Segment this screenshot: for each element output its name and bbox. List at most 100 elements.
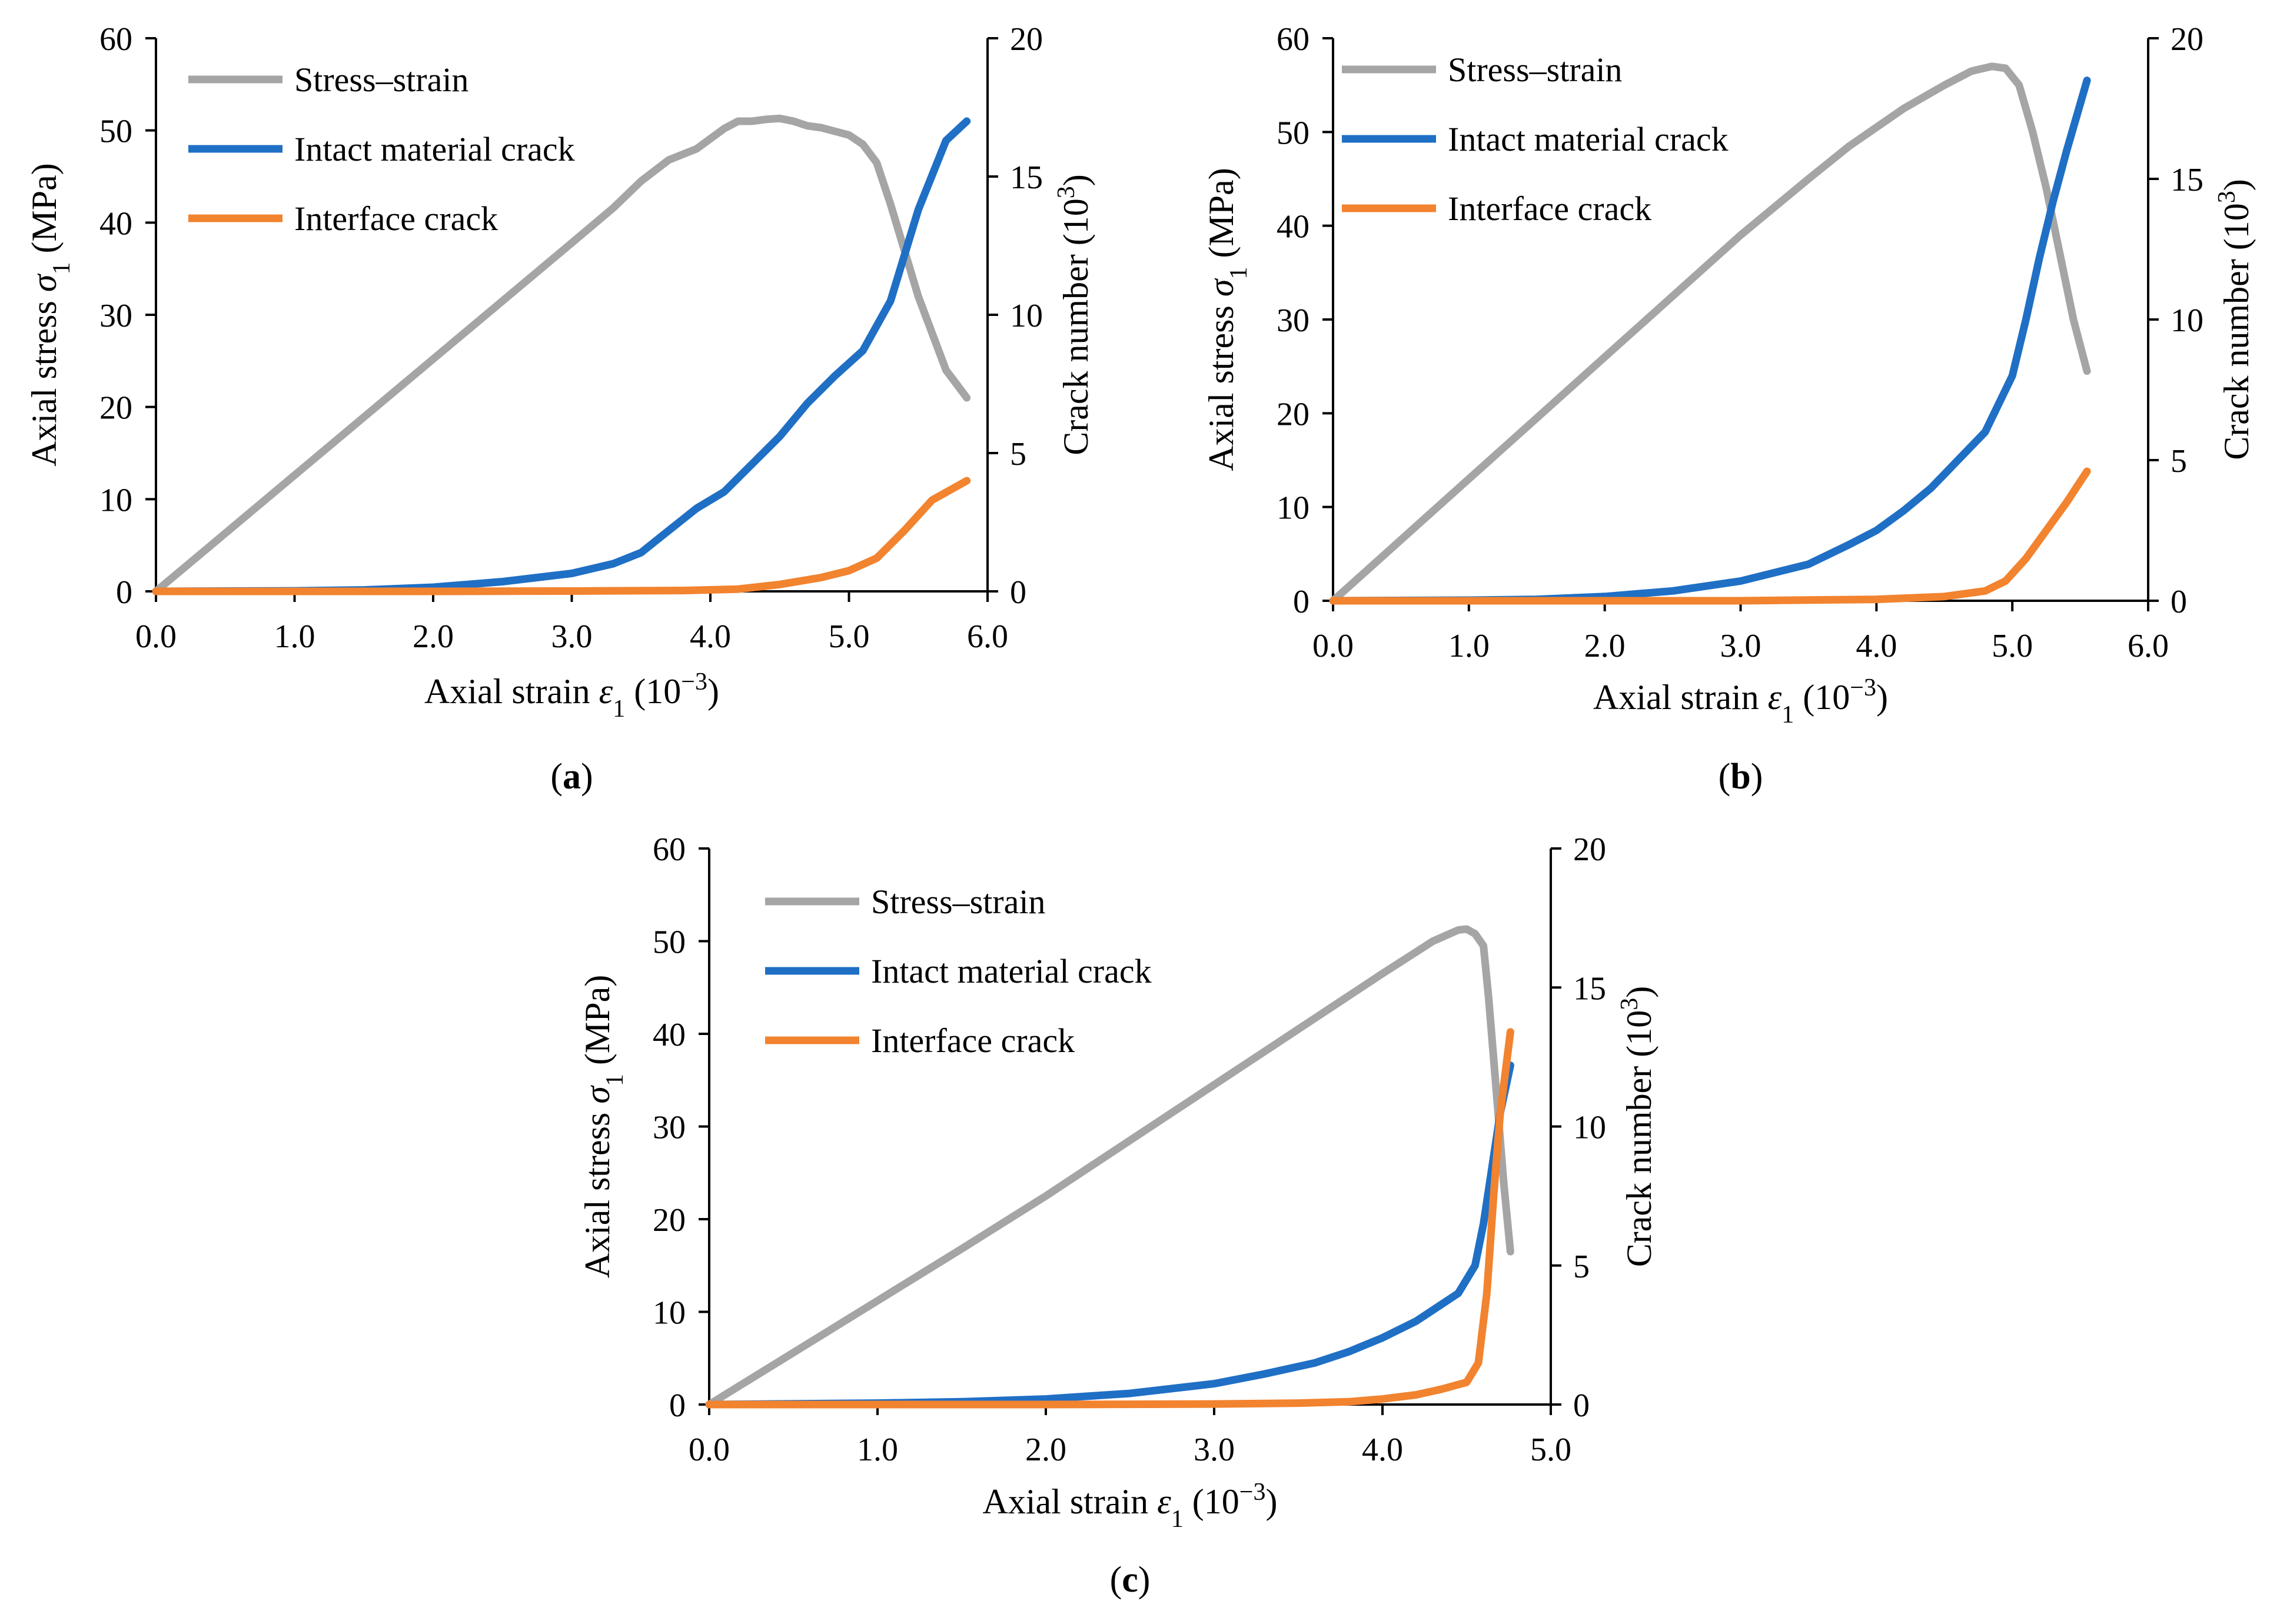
y-right-tick-label: 5 (1573, 1249, 1590, 1285)
y-left-axis-label-part: σ (578, 1085, 617, 1104)
y-left-axis-label-part: 1 (601, 1074, 629, 1086)
x-axis-label-part: (10 (1184, 1482, 1239, 1521)
y-left-tick-label: 50 (1277, 115, 1309, 151)
series-line-interface (1329, 467, 2091, 605)
series-line-stress (705, 925, 1514, 1409)
legend-label-interface: Interface crack (871, 1021, 1075, 1060)
x-axis-label-part: Axial strain (1593, 678, 1768, 717)
x-axis-label-part: −3 (1850, 674, 1876, 701)
y-right-axis-label-part: 3 (1616, 998, 1643, 1010)
x-tick-label: 0.0 (135, 618, 177, 655)
y-right-tick-label: 20 (2171, 21, 2203, 58)
y-left-tick-label: 10 (99, 482, 132, 518)
y-left-axis-label-part: Axial stress (25, 292, 64, 467)
y-left-tick-label: 30 (99, 298, 132, 334)
x-axis-label-part: (10 (625, 672, 681, 711)
y-left-axis-label: Axial stress σ1 (MPa) (578, 975, 629, 1279)
y-right-tick-label: 10 (1573, 1110, 1606, 1146)
y-left-axis-label-part: σ (25, 273, 64, 292)
x-tick-label: 3.0 (1194, 1432, 1235, 1468)
y-left-tick-label: 50 (99, 114, 132, 150)
x-tick-label: 3.0 (1720, 628, 1761, 664)
x-axis-label-part: 1 (1171, 1506, 1184, 1533)
y-right-tick-label: 5 (1010, 436, 1026, 472)
y-right-axis-label-part: Crack number (10 (2217, 203, 2256, 460)
y-right-tick-label: 0 (1573, 1387, 1590, 1424)
x-tick-label: 2.0 (1584, 628, 1626, 664)
panel-label-letter: c (1122, 1560, 1138, 1600)
y-right-tick-label: 15 (1010, 159, 1043, 196)
x-tick-label: 4.0 (1362, 1432, 1403, 1468)
x-tick-label: 0.0 (1312, 628, 1354, 664)
x-axis-label-part: Axial strain (983, 1482, 1158, 1521)
y-right-tick-label: 20 (1010, 21, 1043, 58)
y-left-tick-label: 40 (99, 205, 132, 242)
x-tick-label: 4.0 (1856, 628, 1897, 664)
y-left-tick-label: 40 (1277, 209, 1309, 245)
y-left-axis-label-part: 1 (48, 262, 75, 275)
x-axis-label: Axial strain ε1 (10−3) (1593, 674, 1888, 728)
x-axis-label-part: −3 (681, 668, 707, 695)
y-right-tick-label: 10 (1010, 298, 1043, 334)
x-tick-label: 1.0 (1448, 628, 1490, 664)
y-left-tick-label: 20 (653, 1202, 686, 1239)
panel-label: (c) (1110, 1560, 1151, 1600)
panel-label-letter: b (1730, 757, 1750, 797)
y-left-tick-label: 60 (99, 21, 132, 58)
y-right-axis-label-part: 3 (1053, 186, 1080, 198)
y-left-axis-label-part: Axial stress (1202, 297, 1241, 471)
series-line-intact (1329, 76, 2091, 605)
series-line-interface (152, 477, 971, 595)
series-line-interface (705, 1028, 1514, 1409)
x-tick-label: 5.0 (829, 618, 870, 655)
y-right-axis-label-part: 3 (2213, 191, 2241, 203)
series-line-intact (705, 1061, 1514, 1409)
y-right-tick-label: 0 (2171, 584, 2187, 620)
x-axis-label-part: ) (1265, 1482, 1277, 1521)
series-line-stress (152, 114, 971, 595)
legend-label-interface: Interface crack (1448, 189, 1651, 228)
chart-panel-a: 0.0 1.0 2.0 3.0 4.0 5.0 6.00102030405060051015… (25, 21, 1095, 797)
x-axis-label-part: Axial strain (424, 672, 599, 711)
y-left-tick-label: 20 (1277, 396, 1309, 432)
y-left-tick-label: 20 (99, 390, 132, 427)
x-tick-label: 4.0 (690, 618, 731, 655)
y-left-tick-label: 60 (653, 831, 686, 868)
x-axis-label-part: −3 (1239, 1479, 1266, 1506)
x-tick-label: 5.0 (1530, 1432, 1571, 1468)
chart-panel-c: 0.0 1.0 2.0 3.0 4.0 5.0010203040506005101520S… (578, 831, 1658, 1600)
x-axis-label-part: ) (1876, 678, 1888, 717)
chart-panel-b: 0.0 1.0 2.0 3.0 4.0 5.0 6.00102030405060051015… (1202, 21, 2256, 797)
y-left-tick-label: 0 (1293, 584, 1309, 620)
y-right-axis-label: Crack number (103) (1053, 174, 1095, 455)
panel-label-letter: a (563, 757, 581, 797)
y-left-tick-label: 30 (653, 1110, 686, 1146)
x-axis-label-part: ε (1768, 678, 1782, 717)
y-left-tick-label: 10 (1277, 490, 1309, 527)
x-tick-label: 1.0 (274, 618, 315, 655)
panel-label-close: ) (1751, 757, 1763, 797)
legend-label-intact: Intact material crack (294, 130, 575, 168)
y-right-tick-label: 10 (2171, 302, 2203, 339)
x-axis-label-part: (10 (1794, 678, 1850, 717)
x-axis-label-part: 1 (613, 695, 625, 723)
y-right-axis-label-part: ) (2217, 179, 2256, 191)
legend-label-intact: Intact material crack (871, 952, 1152, 990)
y-right-tick-label: 15 (2171, 162, 2203, 198)
x-tick-label: 6.0 (2128, 628, 2169, 664)
y-left-axis-label-part: (MPa) (578, 975, 617, 1074)
y-right-axis-label-part: Crack number (10 (1056, 198, 1095, 455)
x-axis-label-part: 1 (1782, 701, 1794, 728)
panel-label-open: ( (550, 757, 563, 797)
x-axis-label-part: ε (599, 672, 613, 711)
y-right-tick-label: 0 (1010, 574, 1026, 611)
panel-label: (a) (550, 757, 593, 797)
panel-label-open: ( (1110, 1560, 1122, 1600)
y-right-axis-label-part: ) (1620, 986, 1658, 998)
x-tick-label: 5.0 (1992, 628, 2033, 664)
y-left-axis-label-part: σ (1202, 278, 1241, 297)
y-right-axis-label: Crack number (103) (2213, 179, 2256, 460)
panel-label: (b) (1719, 757, 1763, 797)
y-left-axis-label-part: 1 (1225, 267, 1252, 279)
